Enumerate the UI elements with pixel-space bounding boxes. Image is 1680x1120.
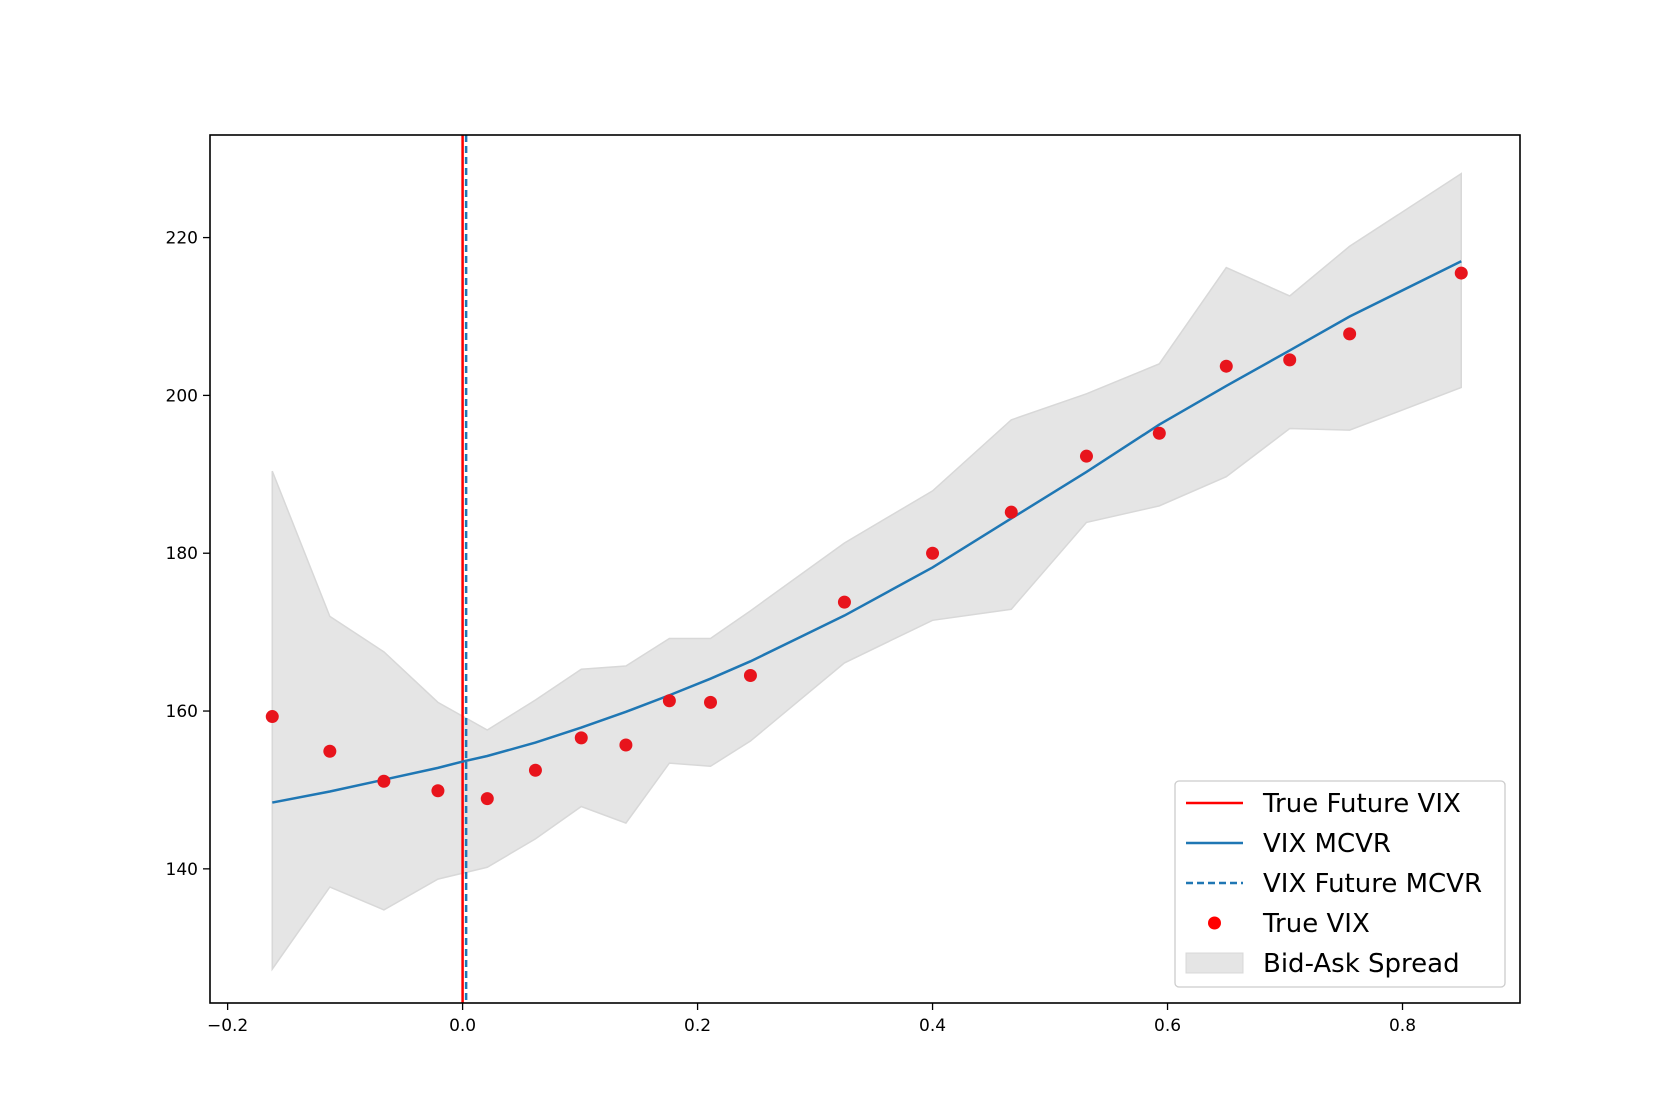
legend-label: VIX Future MCVR (1263, 869, 1482, 899)
true-vix-point (1079, 449, 1093, 463)
true-vix-point (743, 669, 757, 683)
true-vix-point (1454, 266, 1468, 280)
legend-box (1174, 780, 1506, 988)
true-vix-point (926, 546, 940, 560)
legend-label: VIX MCVR (1263, 829, 1391, 859)
legend: True Future VIX VIX MCVR VIX Future MCVR Tr… (1174, 780, 1506, 988)
true-vix-point (528, 763, 542, 777)
x-tick-label: 0.0 (449, 1016, 476, 1036)
true-vix-point (662, 694, 676, 708)
true-vix-point (431, 784, 445, 798)
true-vix-point (377, 774, 391, 788)
x-axis: −0.2 0.0 0.2 0.4 0.6 0.8 (207, 1003, 1416, 1036)
legend-label: True Future VIX (1262, 789, 1461, 819)
legend-label: True VIX (1262, 909, 1370, 939)
x-tick-label: 0.6 (1154, 1016, 1181, 1036)
x-tick-label: 0.2 (684, 1016, 711, 1036)
y-tick-label: 180 (166, 544, 198, 564)
bid-ask-spread-band (271, 172, 1463, 972)
true-vix-point (619, 738, 633, 752)
y-tick-label: 160 (166, 702, 198, 722)
true-vix-point (837, 595, 851, 609)
legend-label: Bid-Ask Spread (1263, 949, 1460, 979)
true-vix-point (265, 710, 279, 724)
true-vix-point (1343, 327, 1357, 341)
true-vix-point (704, 695, 718, 709)
true-vix-point (323, 744, 337, 758)
x-tick-label: −0.2 (207, 1016, 248, 1036)
y-tick-label: 220 (166, 229, 198, 249)
x-tick-label: 0.8 (1389, 1016, 1416, 1036)
true-vix-point (1004, 505, 1018, 519)
true-vix-point (1283, 353, 1297, 367)
legend-swatch (1185, 952, 1244, 974)
true-vix-point (1219, 359, 1233, 373)
true-vix-point (574, 731, 588, 745)
true-vix-point (1152, 426, 1166, 440)
y-tick-label: 140 (166, 860, 198, 880)
y-tick-label: 200 (166, 386, 198, 406)
vix-mcvr-line (272, 260, 1462, 804)
x-tick-label: 0.4 (919, 1016, 946, 1036)
y-axis: 140 160 180 200 220 (166, 229, 210, 880)
axes-frame (209, 134, 1521, 1004)
legend-swatch (1208, 916, 1221, 930)
true-vix-point (480, 792, 494, 806)
plot-area (265, 135, 1468, 1003)
